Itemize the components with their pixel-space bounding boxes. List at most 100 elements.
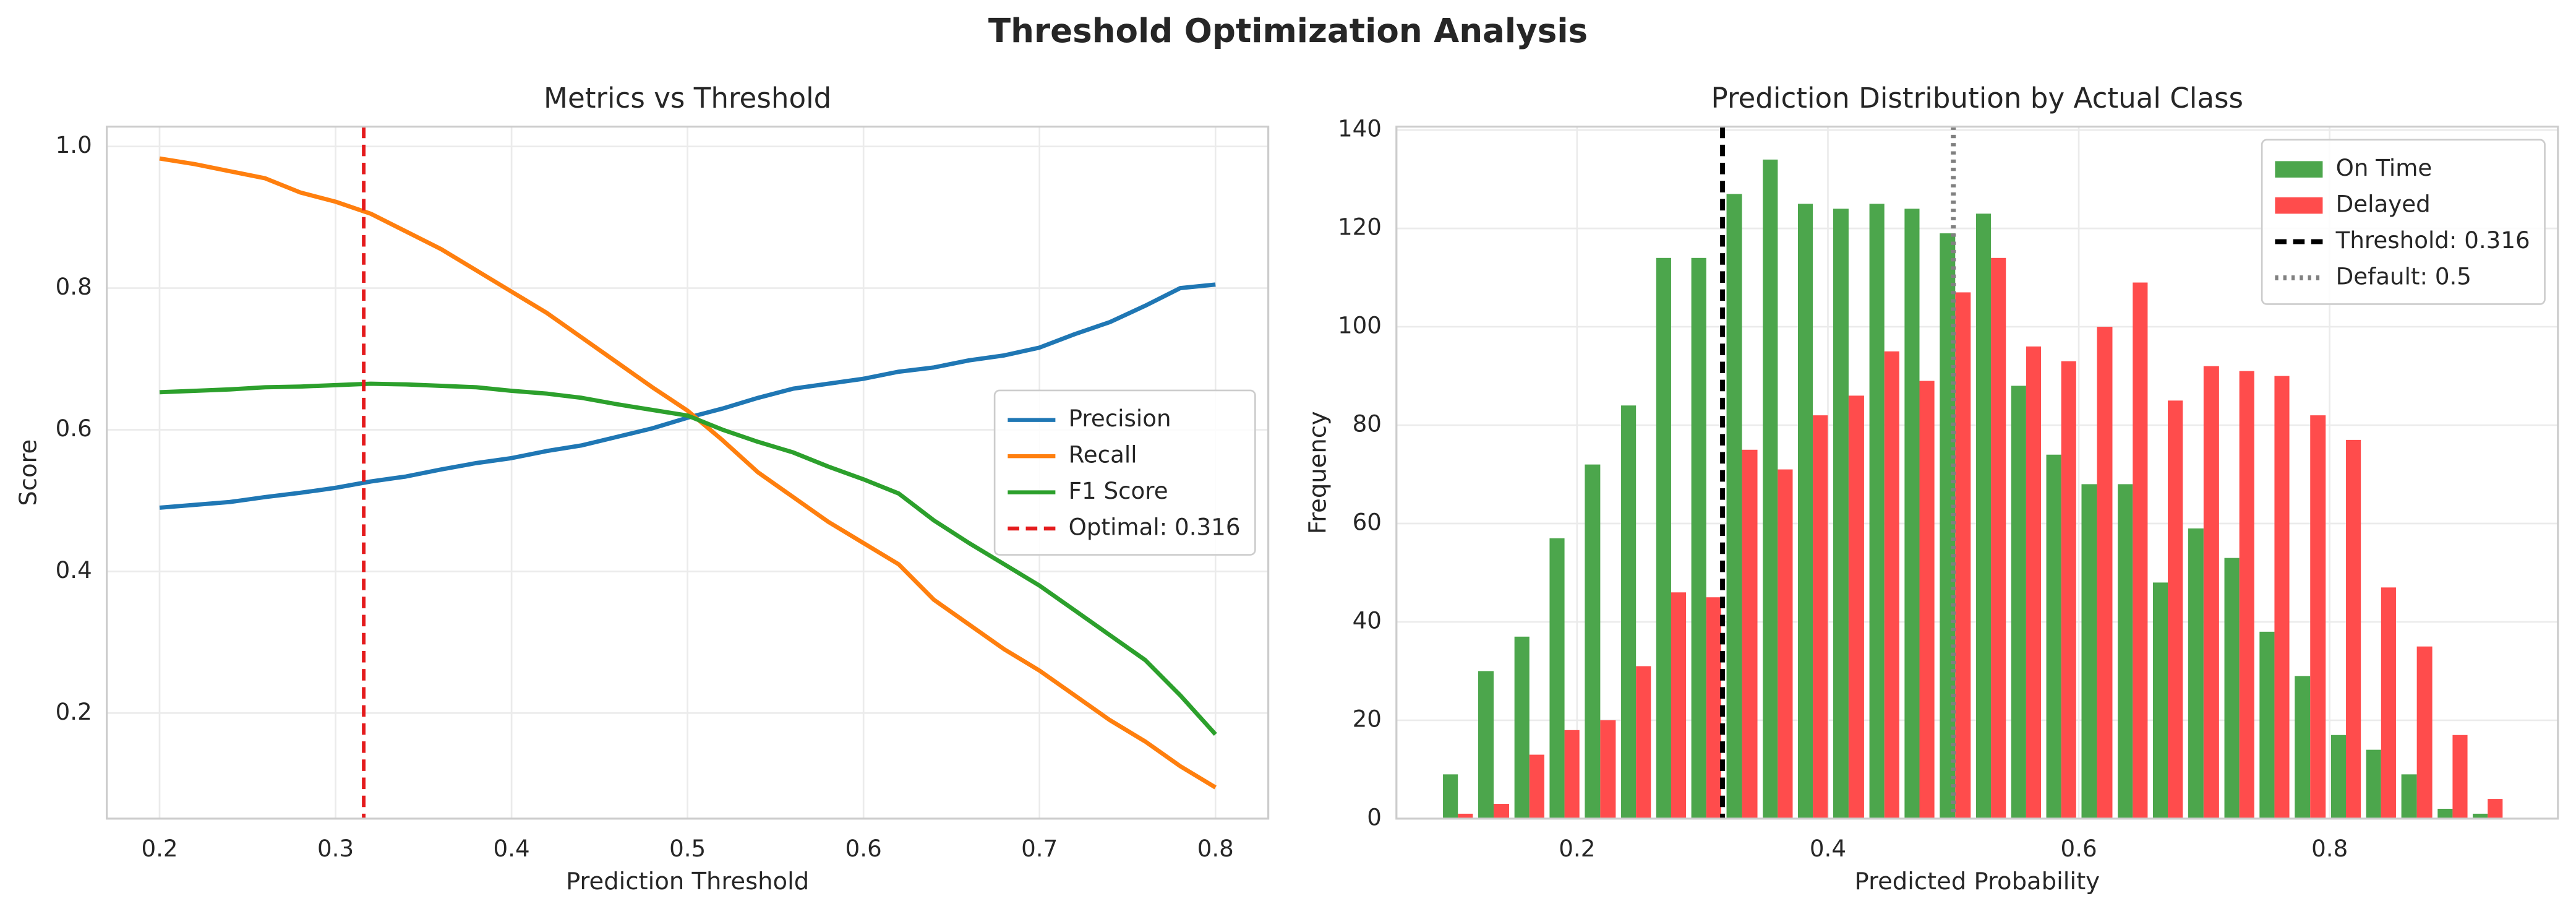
histogram-bar: [2259, 631, 2275, 819]
histogram-bar: [2203, 366, 2219, 819]
histogram-bar: [2346, 439, 2361, 819]
histogram-bar: [1549, 538, 1565, 819]
histogram-bar: [2011, 386, 2026, 819]
legend: Precision Recall F1 Score Optimal: 0.316: [993, 389, 1256, 556]
line-series: [159, 156, 1217, 790]
y-tick-label: 1.0: [56, 131, 92, 158]
legend-swatch: [2275, 197, 2323, 214]
y-tick-label: 0.4: [56, 556, 92, 584]
histogram-bar: [1940, 233, 1956, 819]
histogram-bar: [2488, 799, 2503, 819]
histogram-bar: [1691, 257, 1706, 819]
histogram-bar: [1919, 381, 1935, 819]
x-tick-label: 0.2: [1559, 835, 1595, 862]
histogram-bar: [2081, 484, 2097, 819]
histogram-bar: [1975, 213, 1992, 819]
histogram-bar: [1564, 730, 1580, 819]
figure-title: Threshold Optimization Analysis: [988, 12, 1588, 50]
histogram-bar: [2416, 646, 2433, 819]
x-tick-label: 0.6: [845, 835, 882, 862]
histogram-bar: [1763, 159, 1778, 819]
x-tick-label: 0.6: [2061, 835, 2097, 862]
line-series: [159, 381, 1217, 736]
histogram-bar: [2097, 327, 2113, 819]
histogram-bar: [1955, 292, 1971, 819]
legend-label: Precision: [1069, 405, 1171, 432]
histogram-bar: [1742, 449, 1758, 819]
y-tick-label: 20: [1353, 705, 1382, 732]
histogram-bar: [1443, 774, 1458, 819]
legend-label: On Time: [2336, 154, 2433, 181]
histogram-bar: [1726, 194, 1742, 819]
legend-label: F1 Score: [1069, 477, 1168, 504]
histogram-bar: [1529, 754, 1544, 819]
histogram-bar: [2274, 376, 2290, 819]
x-tick-label: 0.2: [141, 835, 178, 862]
histogram-bar: [2330, 735, 2347, 819]
x-tick-label: 0.7: [1021, 835, 1058, 862]
y-tick-label: 120: [1338, 213, 1382, 241]
histogram-bar: [2152, 582, 2168, 819]
legend-label: Default: 0.5: [2336, 262, 2471, 290]
legend-label: Recall: [1069, 441, 1137, 468]
y-tick-label: 0.2: [56, 698, 92, 725]
y-axis-label: Score: [14, 439, 42, 506]
y-tick-label: 80: [1353, 410, 1382, 438]
histogram-bar: [2188, 528, 2204, 819]
plot-frame: [1395, 126, 2559, 820]
y-tick-label: 0.8: [56, 273, 92, 300]
y-tick-label: 0.6: [56, 415, 92, 442]
plot-frame: [106, 126, 1270, 820]
histogram-bar: [2473, 813, 2488, 819]
legend-box: [993, 389, 1256, 556]
histogram-bar: [2295, 676, 2311, 819]
histogram-bar: [1636, 666, 1651, 819]
x-tick-label: 0.4: [494, 835, 530, 862]
histogram-bar: [1904, 209, 1920, 819]
legend: On Time Delayed Threshold: 0.316 Default: 0…: [2261, 139, 2546, 305]
histogram-bar: [1797, 204, 1813, 819]
histogram-bar: [1514, 636, 1530, 819]
histogram-bar: [2046, 454, 2061, 819]
histogram-bar: [2310, 415, 2326, 819]
histogram-bar: [2239, 371, 2254, 819]
histogram-bar: [1458, 813, 1473, 819]
x-tick-label: 0.5: [669, 835, 706, 862]
histogram-bar: [1848, 395, 1864, 819]
histogram-bar: [1869, 204, 1885, 819]
legend-label: Threshold: 0.316: [2335, 226, 2530, 254]
histogram-bar: [1706, 597, 1721, 819]
histogram-bar: [1778, 469, 1793, 819]
y-tick-label: 100: [1338, 312, 1382, 339]
histogram-bar: [1585, 464, 1601, 819]
legend-swatch: [2275, 161, 2323, 178]
histogram-bar: [2133, 282, 2148, 819]
histogram-bar: [1813, 415, 1828, 819]
histogram-bar: [2061, 361, 2076, 819]
histogram-bar: [2452, 735, 2468, 819]
panel-title: Metrics vs Threshold: [544, 82, 831, 114]
x-axis-label: Predicted Probability: [1855, 868, 2100, 895]
histogram-bar: [1884, 351, 1899, 819]
histogram-bar: [1656, 257, 1671, 819]
y-tick-label: 40: [1353, 606, 1382, 634]
x-axis-label: Prediction Threshold: [566, 868, 809, 895]
panel-title: Prediction Distribution by Actual Class: [1711, 82, 2244, 114]
histogram-bar: [1600, 720, 1616, 819]
histogram-bar: [1478, 671, 1494, 819]
x-tick-label: 0.8: [1197, 835, 1234, 862]
x-tick-label: 0.3: [317, 835, 354, 862]
y-tick-label: 0: [1367, 803, 1382, 830]
legend-box: [2261, 139, 2546, 305]
histogram-bar: [2401, 774, 2417, 819]
y-tick-label: 60: [1353, 508, 1382, 535]
y-axis-label: Frequency: [1304, 411, 1332, 534]
histogram-bar: [2381, 587, 2396, 819]
legend-label: Delayed: [2336, 191, 2431, 218]
histogram-bar: [1991, 257, 2006, 819]
histogram-bar: [2224, 558, 2240, 819]
histogram-bar: [1493, 804, 1509, 819]
histogram-bar: [2437, 808, 2453, 819]
histogram-bar: [1621, 405, 1637, 819]
